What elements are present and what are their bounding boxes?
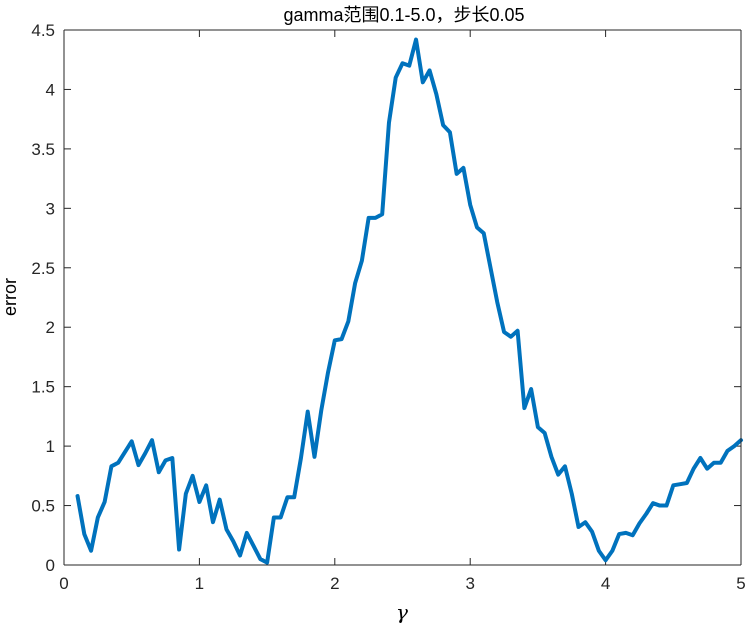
x-tick-label: 2 <box>330 574 339 593</box>
x-tick-label: 3 <box>465 574 474 593</box>
x-tick-label: 0 <box>59 574 68 593</box>
y-tick-label: 1.5 <box>31 378 55 397</box>
chart-title: gamma范围0.1-5.0，步长0.05 <box>283 5 524 25</box>
y-tick-label: 2.5 <box>31 259 55 278</box>
y-tick-label: 1 <box>46 437 55 456</box>
y-tick-label: 3 <box>46 199 55 218</box>
y-tick-label: 4 <box>46 80 55 99</box>
x-tick-label: 4 <box>601 574 610 593</box>
x-tick-label: 1 <box>195 574 204 593</box>
y-tick-label: 4.5 <box>31 21 55 40</box>
x-tick-label: 5 <box>736 574 745 593</box>
axis-ticks: 0 1 2 3 4 5 0 0.5 1 1.5 2 2.5 3 3.5 4 4.5 <box>31 21 745 593</box>
y-tick-label: 0 <box>46 556 55 575</box>
series-line <box>75 37 743 565</box>
x-axis-label: γ <box>396 600 408 624</box>
y-tick-label: 3.5 <box>31 140 55 159</box>
series-layer <box>75 37 743 565</box>
y-tick-label: 2 <box>46 318 55 337</box>
y-axis-label: error <box>0 278 20 316</box>
y-tick-label: 0.5 <box>31 497 55 516</box>
